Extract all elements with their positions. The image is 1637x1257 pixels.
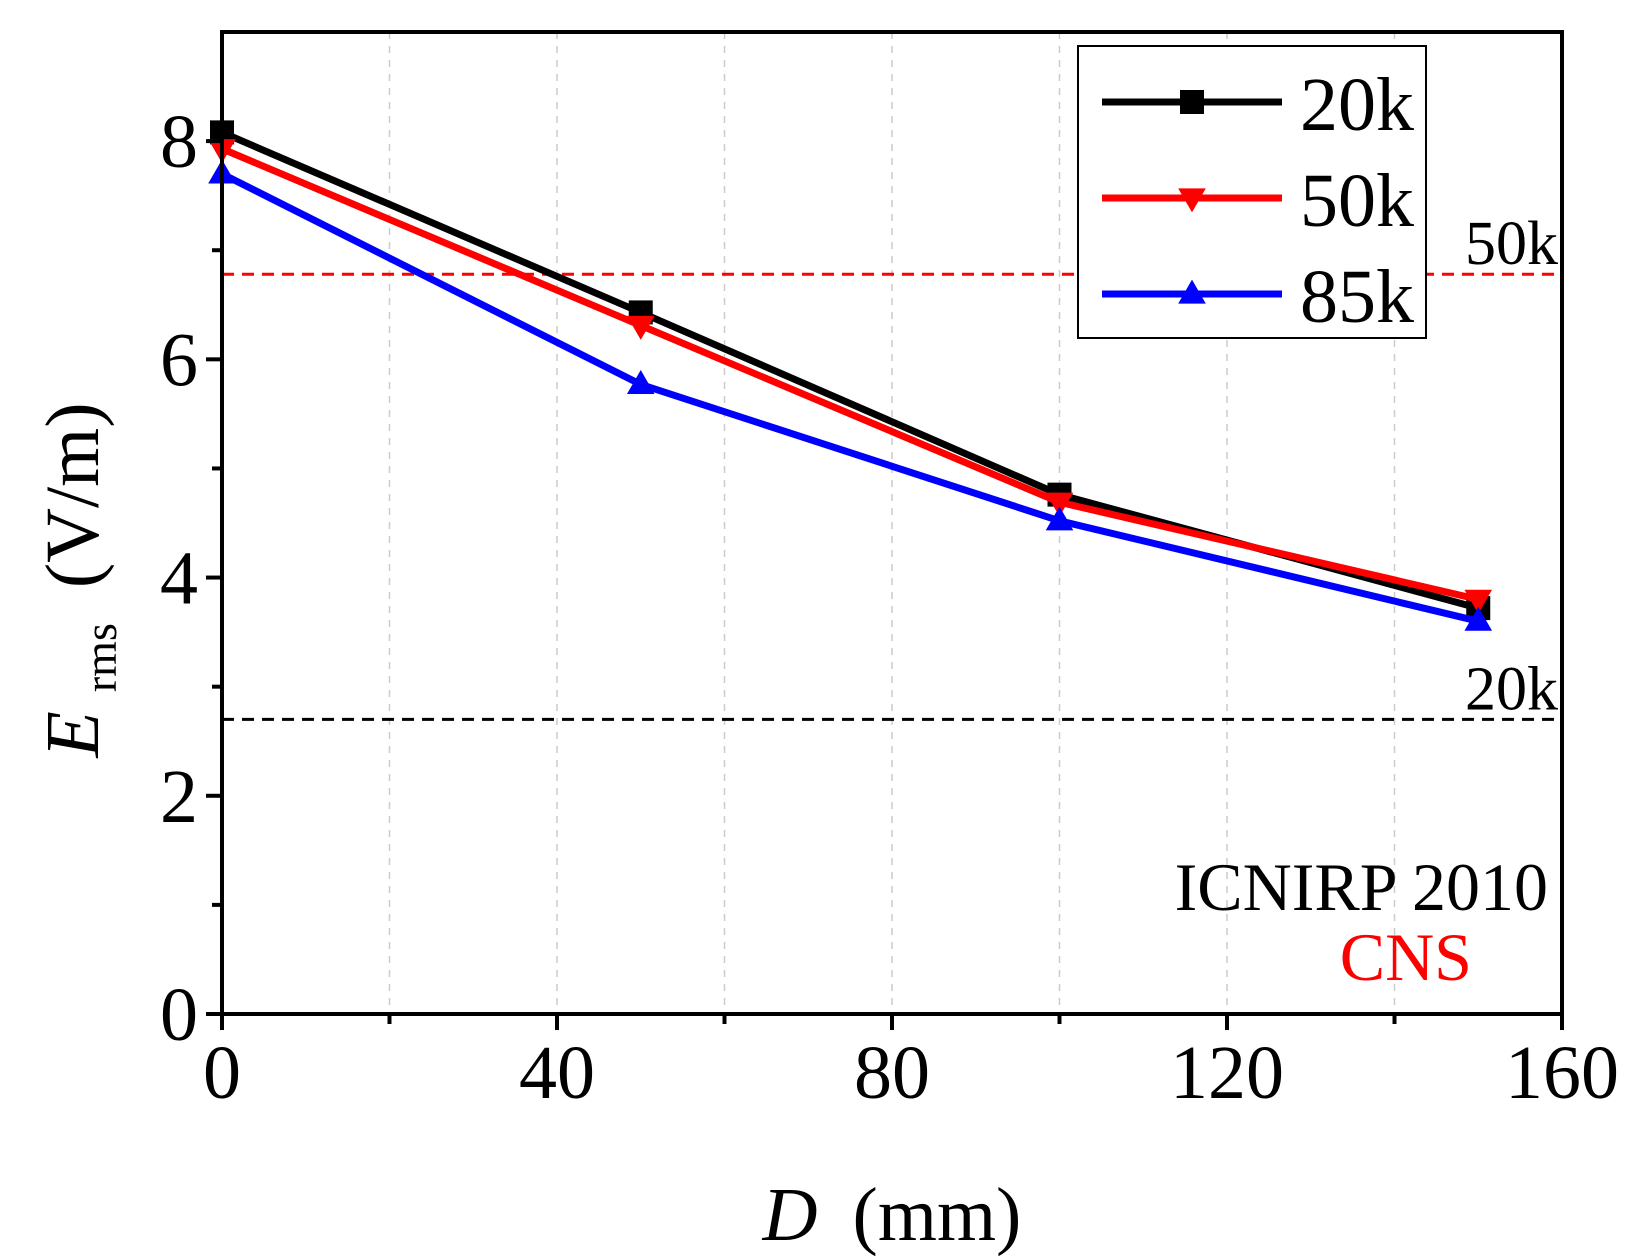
y-tick-label: 6 [160,318,198,402]
legend: 20k 50k 85k [1077,45,1427,339]
series-85k [208,159,1493,631]
x-axis-symbol: D [762,1173,818,1257]
x-tick-label: 160 [1505,1031,1619,1115]
legend-label: 50k [1300,159,1414,243]
y-tick-label: 0 [160,973,198,1057]
legend-item-85k: 85k [1102,255,1414,339]
data-point-85k [1045,506,1074,531]
data-point-50k [626,315,655,340]
x-tick-label: 120 [1170,1031,1284,1115]
x-tick-label: 80 [854,1031,930,1115]
data-point-85k [626,370,655,395]
x-tick-label: 40 [519,1031,595,1115]
y-axis-title: E rms (V/m) [31,402,133,758]
x-axis-unit: (mm) [853,1173,1022,1257]
tick-labels: 0 40 80 120 160 0 2 4 6 8 [160,100,1619,1115]
annotation-text: CNS [1340,919,1472,995]
legend-marker [1178,279,1206,304]
data-point-50k [1464,589,1493,614]
legend-label: 85k [1300,255,1414,339]
legend-label: 20k [1300,63,1414,147]
legend-box [1077,45,1427,339]
reference-lines: 50k 20k [222,210,1562,723]
series-lines [208,120,1493,631]
legend-marker [1180,90,1204,114]
reference-line-label: 20k [1465,655,1558,723]
y-tick-label: 2 [160,755,198,839]
y-axis-subscript: rms [75,623,126,692]
y-tick-label: 8 [160,100,198,184]
data-point-85k [1464,606,1493,631]
legend-item-50k: 50k [1102,159,1414,243]
axis-ticks [206,139,1564,1030]
x-axis-title: D (mm) [762,1173,1022,1257]
grid-lines [388,32,1396,1014]
reference-line-label: 50k [1465,210,1558,278]
y-axis-unit: (V/m) [31,402,115,588]
y-tick-label: 4 [160,537,198,621]
x-tick-label: 0 [203,1031,241,1115]
legend-item-20k: 20k [1102,63,1414,147]
data-point-50k [1045,492,1074,517]
legend-marker [1178,188,1206,213]
annotation-text: ICNIRP 2010 [1175,849,1548,925]
series-line-85k [220,170,1480,625]
y-axis-symbol: E [31,711,115,758]
series-line-50k [220,145,1480,603]
